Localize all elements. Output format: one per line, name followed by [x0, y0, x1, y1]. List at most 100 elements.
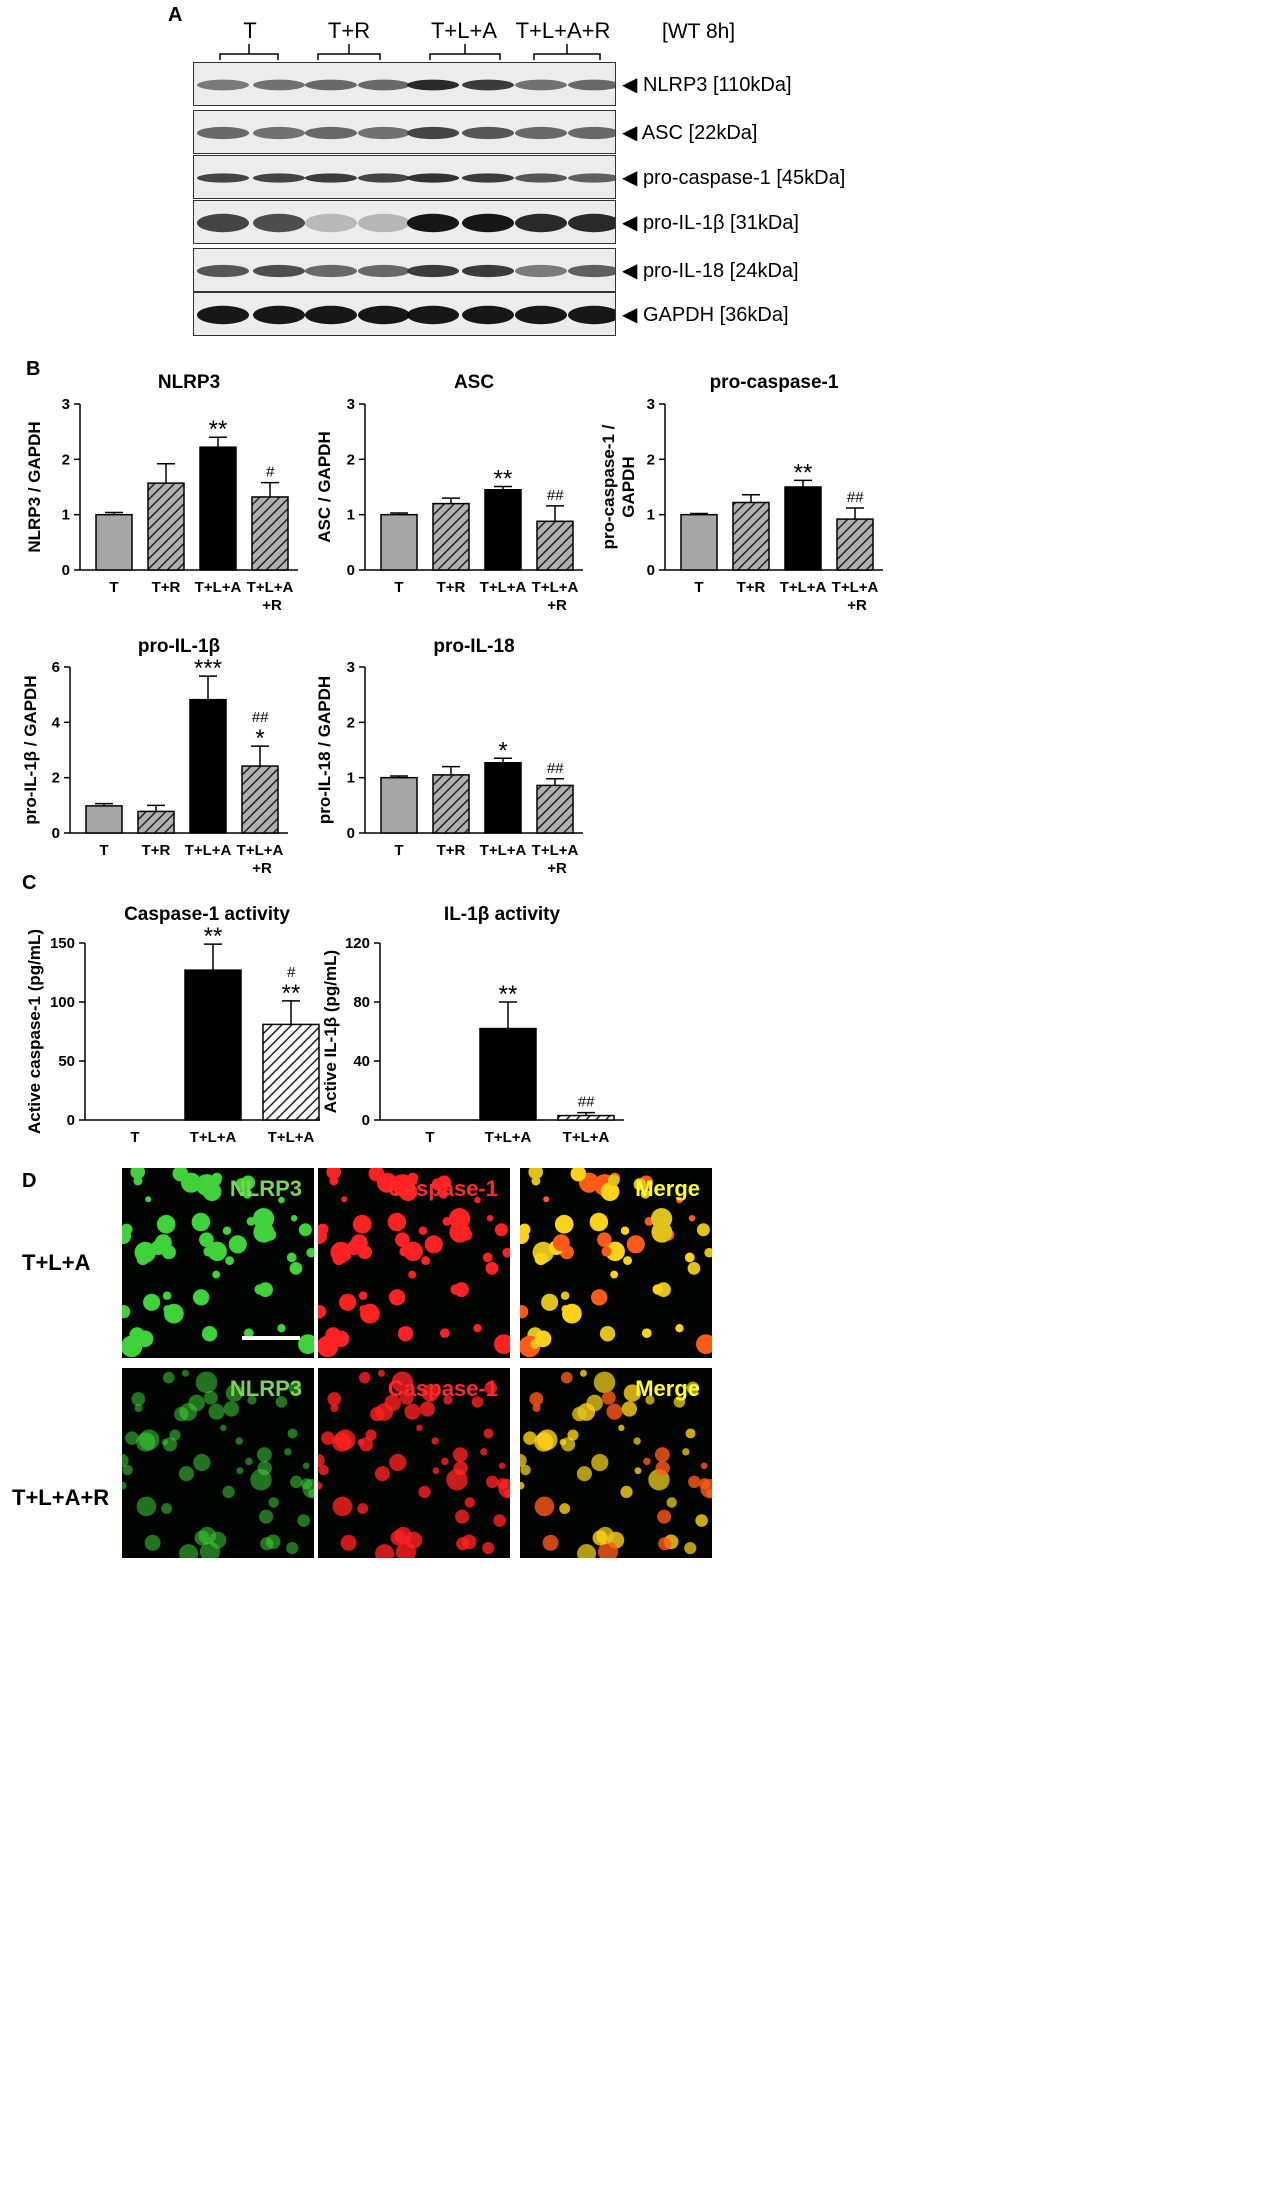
- significance-star: **: [499, 981, 518, 1008]
- cell-dot: [633, 1178, 647, 1191]
- cell-dot: [705, 1488, 712, 1498]
- cell-dot: [452, 1447, 468, 1463]
- chart-pro-il-1b: pro-IL-1β pro-IL-1β / GAPDH 0 2 4 6 T T+R *** T+L…: [21, 636, 288, 877]
- cell-dot: [520, 1228, 530, 1245]
- cell-dot: [161, 1438, 169, 1446]
- x-tick-label: T: [130, 1129, 139, 1146]
- blot-band: [305, 305, 357, 325]
- cell-dot: [687, 1261, 701, 1275]
- bar: [262, 1023, 320, 1121]
- cell-dot: [441, 1457, 449, 1466]
- y-tick-label: 1: [347, 770, 355, 787]
- blot-band: [568, 79, 615, 91]
- bar: [85, 805, 123, 834]
- cell-dot: [684, 1542, 697, 1555]
- cell-dot: [520, 1464, 531, 1476]
- cell-dot: [532, 1403, 541, 1413]
- significance-star: **: [209, 416, 228, 443]
- y-tick-label: 0: [347, 825, 355, 842]
- cell-dot: [399, 1390, 414, 1405]
- cell-dot: [327, 1392, 342, 1406]
- blot-band: [197, 173, 249, 183]
- cell-dot: [318, 1464, 329, 1476]
- cell-dot: [654, 1447, 670, 1463]
- cell-dot: [399, 1246, 410, 1257]
- y-tick-label: 40: [353, 1053, 370, 1070]
- band-label: ◀ pro-caspase-1 [45kDa]: [622, 167, 846, 189]
- y-tick-label: 2: [647, 451, 655, 468]
- cell-dot: [156, 1214, 176, 1234]
- cell-dot: [277, 1324, 286, 1333]
- cell-dot: [339, 1293, 357, 1311]
- cell-dot: [162, 1291, 172, 1300]
- cell-dot: [202, 1182, 222, 1202]
- y-tick-label: 50: [58, 1053, 75, 1070]
- cell-dot: [601, 1390, 616, 1405]
- y-tick-label: 2: [62, 451, 70, 468]
- cell-dot: [657, 1509, 672, 1524]
- cell-dot: [143, 1293, 161, 1311]
- cell-dot: [391, 1371, 414, 1394]
- cell-dot: [431, 1437, 439, 1445]
- x-tick-label: +R: [578, 1147, 598, 1150]
- cell-dot: [455, 1509, 470, 1524]
- x-tick-label: +R: [547, 597, 567, 614]
- chart-title: Caspase-1 activity: [124, 904, 290, 925]
- cell-dot: [534, 1496, 555, 1517]
- cell-dot: [633, 1437, 641, 1445]
- cell-dot: [161, 1503, 173, 1515]
- cell-dot: [542, 1534, 559, 1551]
- cell-dot: [576, 1466, 592, 1482]
- cell-dot: [145, 1196, 152, 1203]
- cell-dot: [520, 1453, 527, 1468]
- y-axis-label: pro-IL-1β / GAPDH: [21, 675, 40, 824]
- cell-dot: [222, 1485, 235, 1499]
- significance-star: ***: [194, 655, 222, 682]
- cell-dot: [192, 1289, 210, 1306]
- cell-dot: [133, 1176, 143, 1186]
- cell-dot: [502, 1247, 510, 1258]
- cell-dot: [225, 1256, 235, 1265]
- cell-dot: [318, 1481, 323, 1490]
- bar: [147, 482, 185, 571]
- bar: [732, 501, 770, 571]
- cell-dot: [130, 1168, 145, 1180]
- cell-dot: [443, 1395, 453, 1405]
- cell-dot: [673, 1396, 686, 1408]
- x-tick-label: T+L+A: [532, 579, 579, 596]
- cell-dot: [606, 1403, 623, 1420]
- cell-dot: [360, 1303, 380, 1324]
- bar: [189, 698, 227, 834]
- cell-dot: [450, 1284, 461, 1295]
- cell-dot: [698, 1478, 711, 1490]
- blot-band: [515, 173, 567, 183]
- cell-dot: [474, 1196, 481, 1204]
- cell-dot: [666, 1497, 677, 1508]
- y-axis-label: Active IL-1β (pg/mL): [321, 950, 340, 1113]
- cell-dot: [290, 1475, 303, 1489]
- cell-dot: [377, 1369, 385, 1377]
- x-tick-label: T+L+A: [185, 842, 232, 859]
- y-tick-label: 2: [347, 714, 355, 731]
- cell-dot: [122, 1305, 131, 1319]
- panel-d-letter: D: [22, 1170, 37, 1192]
- x-tick-label: T: [394, 842, 403, 859]
- cell-dot: [136, 1252, 150, 1266]
- cell-dot: [125, 1431, 139, 1445]
- lane-label-tlar: T+L+A+R: [515, 18, 611, 43]
- cell-dot: [655, 1460, 670, 1476]
- cell-dot: [480, 1448, 488, 1456]
- x-tick-label: T: [109, 579, 118, 596]
- y-tick-label: 0: [647, 562, 655, 579]
- blot-band: [407, 126, 459, 140]
- cell-dot: [528, 1168, 543, 1180]
- cell-dot: [395, 1232, 410, 1247]
- cell-dot: [162, 1371, 175, 1384]
- cell-dot: [398, 1182, 418, 1202]
- cell-dot: [194, 1530, 210, 1546]
- cell-dot: [203, 1390, 218, 1405]
- x-tick-label: T+L+A: [480, 842, 527, 859]
- chart-il-1b-activity: IL-1β activity Active IL-1β (pg/mL) 0 40 80 1…: [321, 904, 624, 1150]
- cell-dot: [418, 1226, 428, 1236]
- cell-dot: [138, 1429, 160, 1451]
